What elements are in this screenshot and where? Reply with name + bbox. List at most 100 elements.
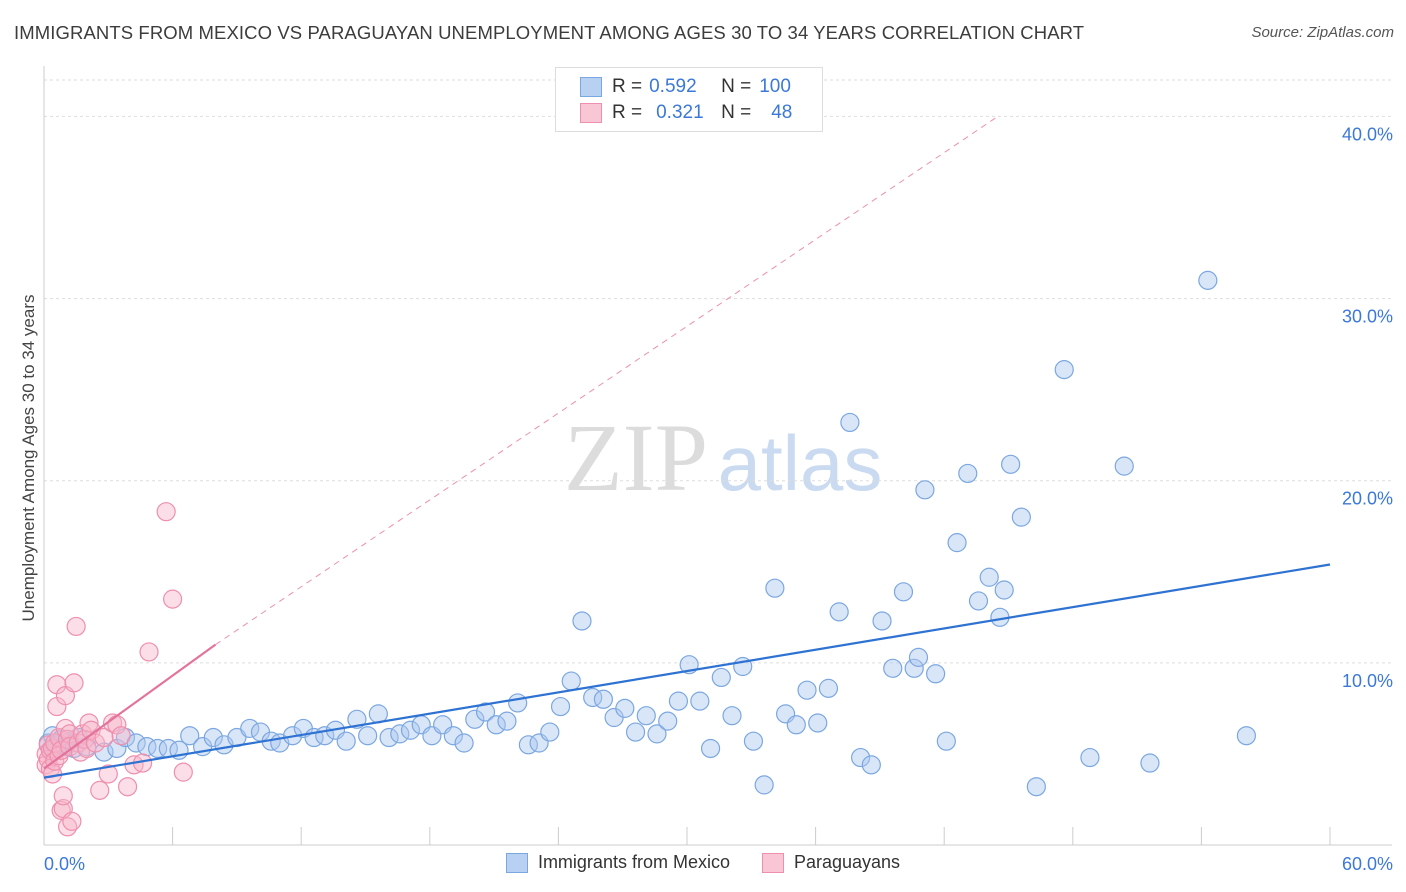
mexico-point: [572, 611, 592, 631]
mexico-point: [508, 693, 528, 713]
mexico-point: [743, 731, 764, 751]
x-tick-label: 60.0%: [1342, 854, 1393, 874]
mexico-point: [358, 726, 378, 746]
mexico-point: [872, 611, 892, 631]
legend-row-paraguayans: R = 0.321 N = 48: [580, 101, 792, 125]
mexico-point: [625, 722, 646, 742]
mexico-point: [765, 578, 785, 598]
n-value: 48: [771, 102, 793, 123]
mexico-point: [454, 733, 474, 753]
mexico-point: [908, 647, 929, 667]
mexico-point: [829, 602, 849, 622]
mexico-point: [636, 706, 656, 726]
n-label: N =: [721, 102, 752, 123]
legend-swatch-blue: [505, 852, 528, 873]
mexico-point: [668, 691, 689, 711]
mexico-point: [700, 738, 721, 759]
legend-swatch-pink: [580, 103, 602, 123]
mexico-point: [647, 724, 667, 744]
correlation-legend: R = 0.592 N = 100 R = 0.321 N = 48: [555, 67, 823, 132]
y-tick-label: 10.0%: [1342, 671, 1393, 691]
mexico-point: [658, 711, 678, 731]
paraguayans-point: [64, 673, 84, 693]
mexico-point: [550, 696, 571, 717]
source-label: Source: ZipAtlas.com: [1251, 24, 1394, 41]
mexico-point: [497, 711, 517, 731]
mexico-point: [465, 709, 485, 729]
watermark-atlas: atlas: [718, 419, 883, 507]
mexico-point: [593, 689, 614, 709]
mexico-point: [147, 738, 168, 759]
mexico-point: [690, 691, 710, 711]
mexico-point: [915, 480, 935, 500]
mexico-point: [958, 463, 978, 484]
mexico-point: [818, 678, 839, 698]
mexico-point: [797, 680, 817, 700]
watermark-zip: ZIP: [564, 404, 708, 511]
paraguayans-trend-line: [43, 643, 217, 770]
paraguayans-point: [90, 780, 110, 800]
series-legend: Immigrants from Mexico Paraguayans: [0, 852, 1406, 873]
mexico-point: [711, 667, 731, 688]
mexico-point: [1001, 454, 1021, 474]
mexico-point: [851, 747, 871, 768]
paraguayans-point: [79, 713, 99, 733]
mexico-point: [203, 727, 223, 748]
paraguayans-point: [66, 616, 86, 637]
mexico-point: [904, 658, 924, 678]
mexico-point: [936, 731, 956, 751]
mexico-point: [722, 706, 742, 726]
legend-label-mexico: Immigrants from Mexico: [537, 852, 730, 872]
n-value: 100: [759, 76, 791, 97]
legend-swatch-blue: [580, 77, 602, 97]
mexico-point: [540, 722, 560, 742]
mexico-point: [486, 715, 506, 735]
paraguayans-point: [111, 726, 131, 746]
mexico-point: [861, 755, 881, 775]
mexico-point: [561, 671, 581, 691]
mexico-point: [379, 727, 399, 748]
mexico-point: [994, 580, 1014, 600]
mexico-point: [443, 726, 463, 746]
mexico-point: [1140, 753, 1160, 773]
mexico-point: [1114, 456, 1134, 476]
r-label: R =: [612, 102, 643, 123]
paraguayans-point: [117, 777, 138, 797]
y-axis-title: Unemployment Among Ages 30 to 34 years: [19, 294, 38, 622]
paraguayans-point: [163, 589, 183, 609]
paraguayans-point: [62, 811, 82, 831]
mexico-point: [968, 591, 989, 611]
mexico-point: [883, 658, 903, 678]
mexico-point: [840, 412, 860, 433]
x-tick-label: 0.0%: [44, 854, 85, 874]
mexico-point: [347, 709, 367, 729]
mexico-point: [475, 702, 496, 722]
mexico-point: [979, 567, 999, 587]
mexico-point: [1236, 726, 1257, 746]
paraguayans-point: [94, 727, 114, 748]
paraguayans-point: [98, 764, 118, 784]
legend-row-mexico: R = 0.592 N = 100: [580, 75, 791, 99]
chart-title: IMMIGRANTS FROM MEXICO VS PARAGUAYAN UNE…: [14, 22, 1085, 43]
legend-label-paraguayans: Paraguayans: [793, 852, 901, 872]
mexico-point: [180, 726, 200, 746]
mexico-point: [336, 731, 356, 751]
y-tick-label: 30.0%: [1342, 307, 1393, 327]
mexico-point: [240, 718, 260, 739]
mexico-point: [400, 720, 421, 740]
mexico-point: [1011, 507, 1031, 527]
y-tick-label: 40.0%: [1342, 124, 1393, 144]
legend-item-paraguayans: Paraguayans: [761, 852, 901, 873]
mexico-point: [893, 582, 914, 602]
paraguayans-point: [173, 762, 193, 782]
mexico-point: [786, 715, 806, 735]
mexico-point: [1198, 270, 1218, 290]
paraguayans-point: [53, 786, 73, 806]
r-value: 0.592: [649, 76, 697, 97]
y-tick-label: 20.0%: [1342, 489, 1393, 509]
mexico-point: [615, 698, 635, 718]
paraguayans-trend-extension: [215, 116, 999, 646]
legend-item-mexico: Immigrants from Mexico: [505, 852, 730, 873]
r-label: R =: [612, 76, 643, 97]
